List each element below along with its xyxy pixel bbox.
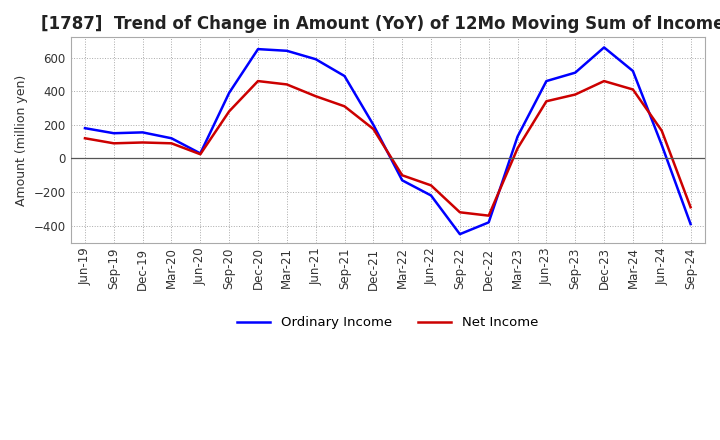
Net Income — [225, 109, 233, 114]
Net Income — [167, 141, 176, 146]
Net Income — [629, 87, 637, 92]
Net Income — [485, 213, 493, 218]
Ordinary Income — [456, 231, 464, 237]
Net Income — [571, 92, 580, 97]
Net Income — [542, 99, 551, 104]
Ordinary Income — [138, 130, 147, 135]
Net Income — [340, 104, 348, 109]
Ordinary Income — [109, 131, 118, 136]
Net Income — [456, 209, 464, 215]
Line: Net Income: Net Income — [85, 81, 690, 216]
Net Income — [369, 126, 378, 132]
Ordinary Income — [542, 78, 551, 84]
Net Income — [311, 94, 320, 99]
Ordinary Income — [427, 193, 436, 198]
Ordinary Income — [282, 48, 291, 53]
Ordinary Income — [253, 47, 262, 52]
Legend: Ordinary Income, Net Income: Ordinary Income, Net Income — [232, 311, 544, 334]
Net Income — [138, 140, 147, 145]
Ordinary Income — [513, 134, 522, 139]
Net Income — [81, 136, 89, 141]
Ordinary Income — [225, 90, 233, 95]
Ordinary Income — [485, 220, 493, 225]
Ordinary Income — [81, 125, 89, 131]
Title: [1787]  Trend of Change in Amount (YoY) of 12Mo Moving Sum of Incomes: [1787] Trend of Change in Amount (YoY) o… — [41, 15, 720, 33]
Line: Ordinary Income: Ordinary Income — [85, 48, 690, 234]
Net Income — [686, 205, 695, 210]
Net Income — [398, 172, 407, 178]
Ordinary Income — [340, 73, 348, 79]
Net Income — [109, 141, 118, 146]
Net Income — [427, 183, 436, 188]
Ordinary Income — [629, 68, 637, 73]
Net Income — [600, 78, 608, 84]
Ordinary Income — [657, 143, 666, 148]
Ordinary Income — [311, 57, 320, 62]
Ordinary Income — [686, 221, 695, 227]
Net Income — [657, 128, 666, 133]
Ordinary Income — [398, 178, 407, 183]
Net Income — [513, 146, 522, 151]
Ordinary Income — [369, 122, 378, 128]
Ordinary Income — [196, 151, 204, 156]
Y-axis label: Amount (million yen): Amount (million yen) — [15, 74, 28, 205]
Ordinary Income — [167, 136, 176, 141]
Net Income — [253, 78, 262, 84]
Net Income — [196, 152, 204, 157]
Net Income — [282, 82, 291, 87]
Ordinary Income — [600, 45, 608, 50]
Ordinary Income — [571, 70, 580, 75]
